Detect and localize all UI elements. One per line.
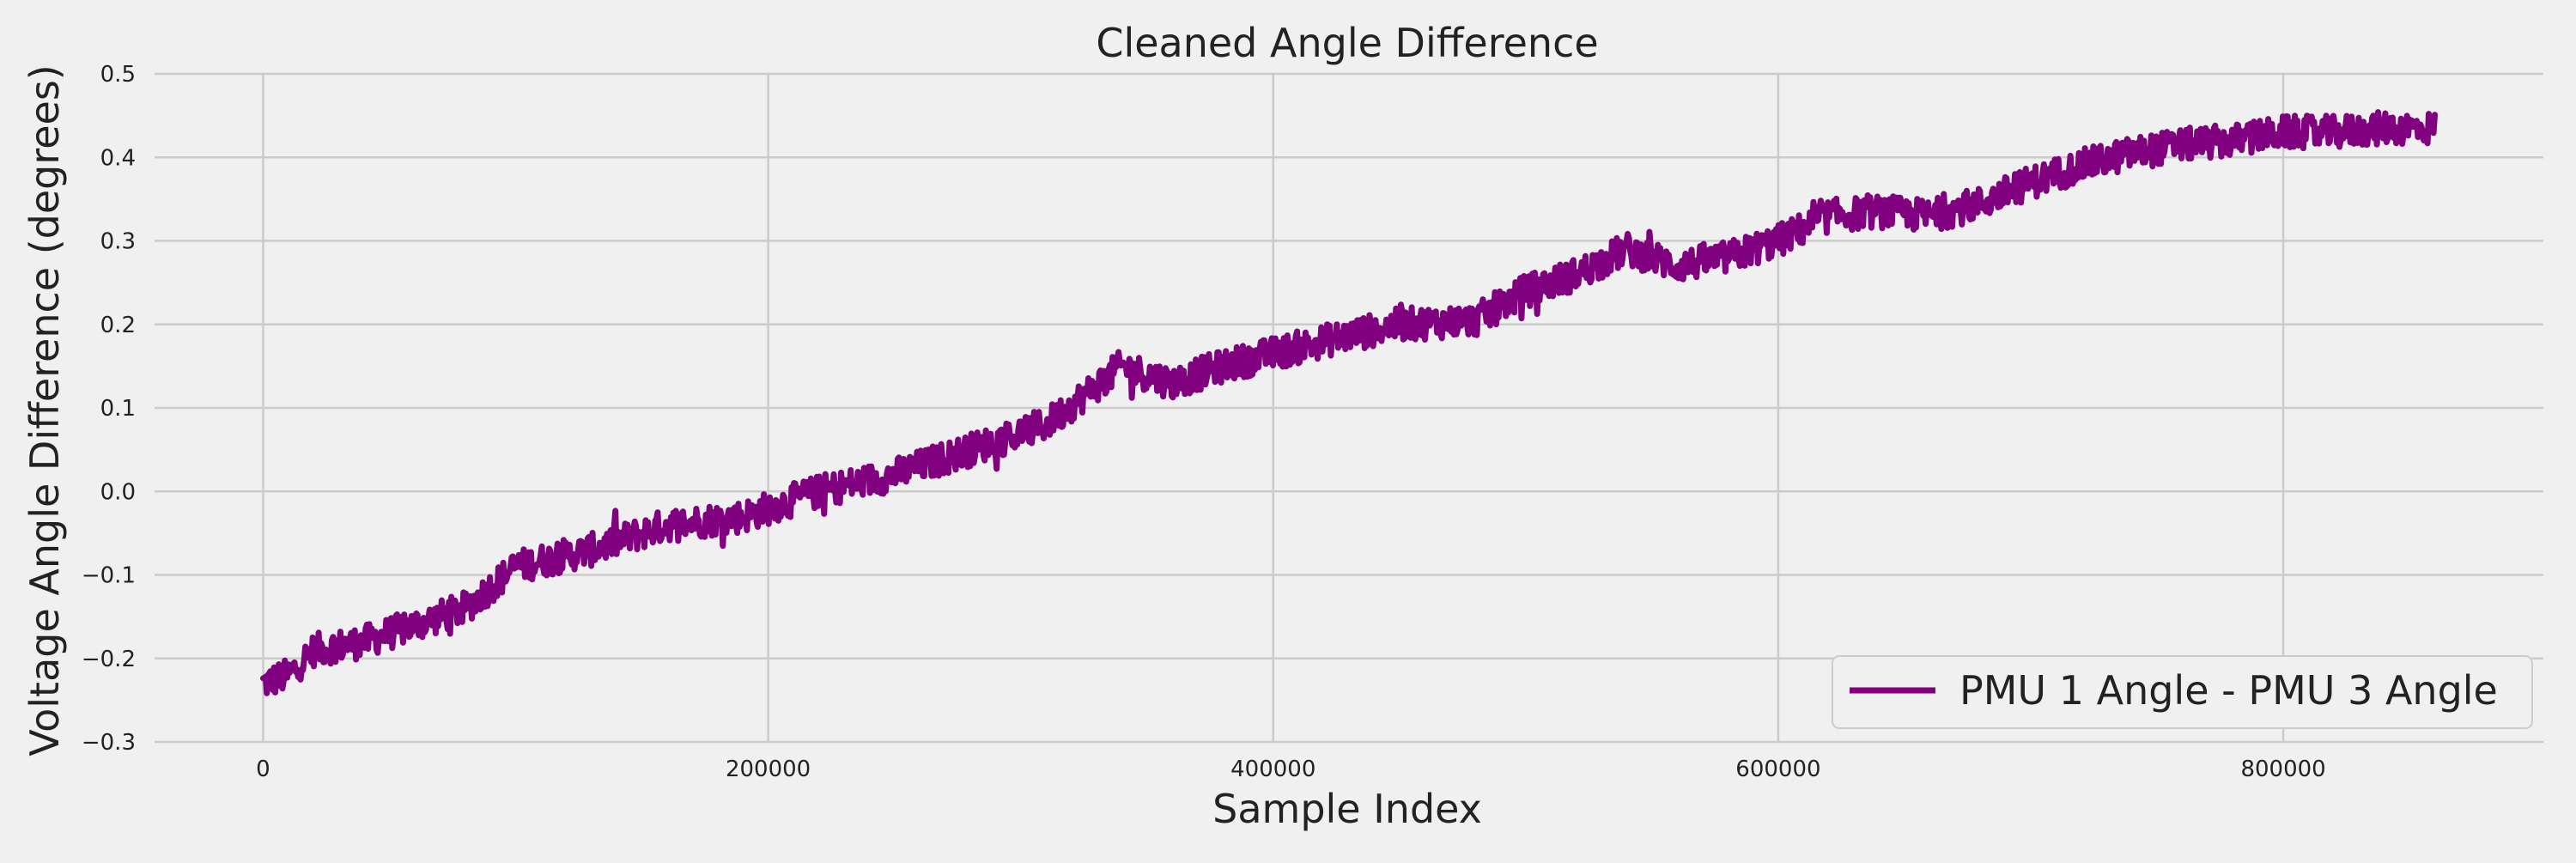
legend: PMU 1 Angle - PMU 3 Angle xyxy=(1832,655,2533,729)
y-axis-label: Voltage Angle Difference (degrees) xyxy=(21,64,68,757)
plot-area xyxy=(260,109,2438,696)
tick-labels: 0 200000 400000 600000 800000 −0.3 −0.2 −0.1 0.0… xyxy=(82,62,2326,782)
y-tick-label: 0.4 xyxy=(100,145,136,171)
y-tick-label: −0.3 xyxy=(82,730,136,756)
x-tick-label: 600000 xyxy=(1735,757,1820,782)
x-tick-label: 0 xyxy=(256,757,270,782)
x-tick-label: 200000 xyxy=(726,757,811,782)
series-line-pmu1-pmu3 xyxy=(260,109,2438,696)
y-tick-label: −0.1 xyxy=(82,563,136,589)
y-tick-label: 0.3 xyxy=(100,229,136,255)
y-tick-label: −0.2 xyxy=(82,647,136,672)
legend-label: PMU 1 Angle - PMU 3 Angle xyxy=(1959,667,2498,714)
x-tick-label: 400000 xyxy=(1230,757,1315,782)
y-tick-label: 0.1 xyxy=(100,396,136,422)
chart-title: Cleaned Angle Difference xyxy=(1096,20,1598,66)
x-tick-label: 800000 xyxy=(2240,757,2325,782)
x-axis-label: Sample Index xyxy=(1212,786,1482,832)
y-tick-label: 0.0 xyxy=(100,479,136,505)
y-tick-label: 0.5 xyxy=(100,62,136,88)
legend-box xyxy=(1832,655,2533,729)
y-tick-label: 0.2 xyxy=(100,313,136,338)
